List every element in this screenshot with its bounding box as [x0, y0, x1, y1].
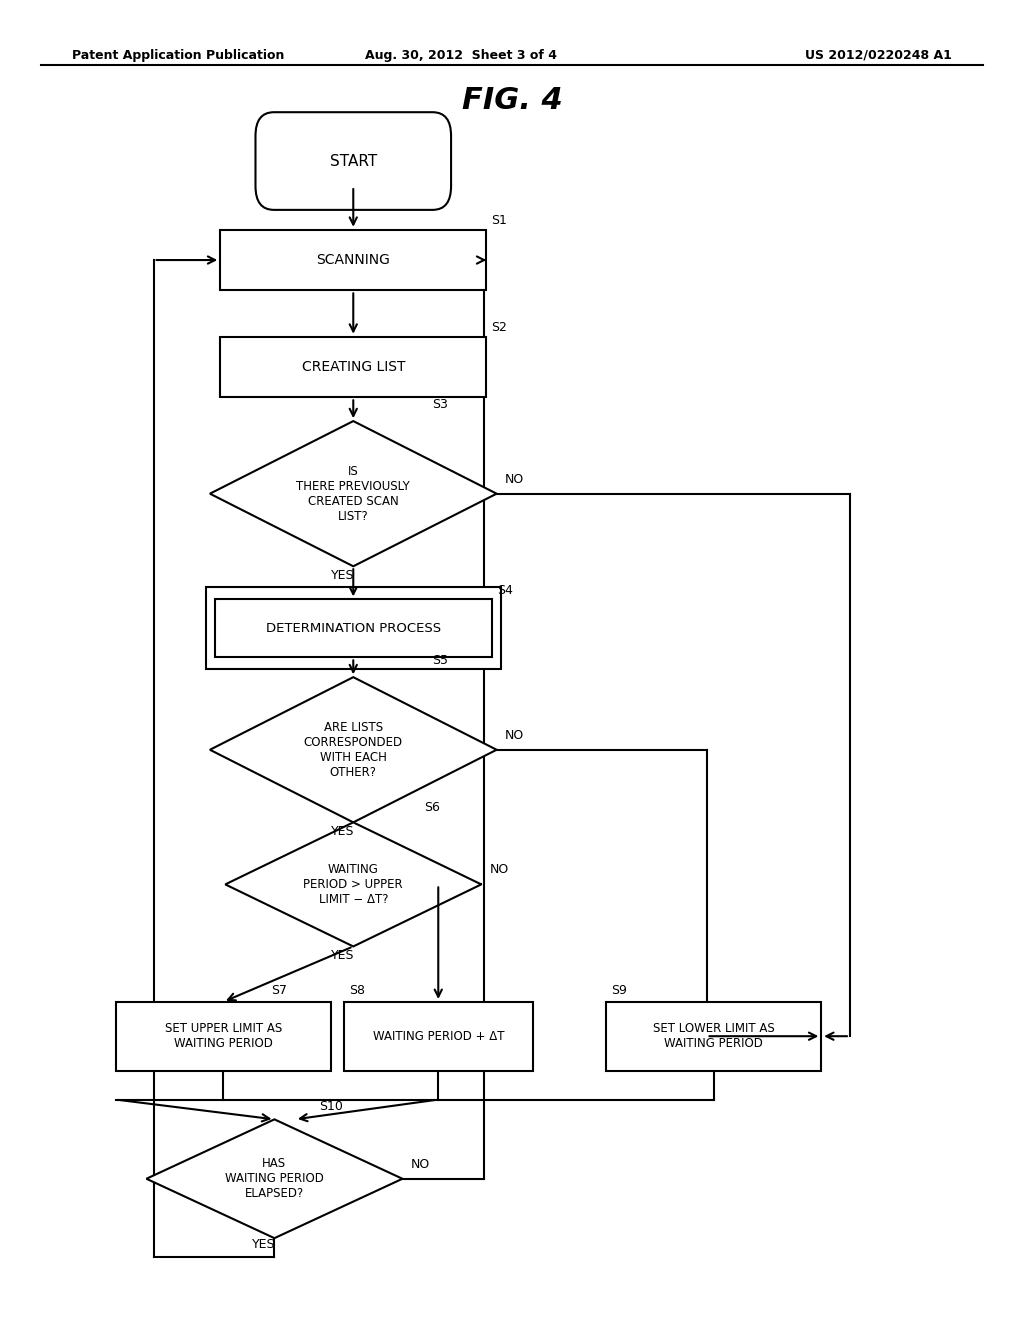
Bar: [220, 230, 486, 290]
Text: NO: NO: [411, 1158, 430, 1171]
Text: CREATING LIST: CREATING LIST: [301, 360, 406, 374]
Text: S7: S7: [271, 983, 288, 997]
Text: NO: NO: [489, 863, 509, 876]
Text: S4: S4: [497, 583, 513, 597]
Text: FIG. 4: FIG. 4: [462, 86, 562, 115]
Polygon shape: [210, 421, 497, 566]
Text: SET UPPER LIMIT AS
WAITING PERIOD: SET UPPER LIMIT AS WAITING PERIOD: [165, 1022, 282, 1051]
Text: WAITING
PERIOD > UPPER
LIMIT − ΔT?: WAITING PERIOD > UPPER LIMIT − ΔT?: [303, 863, 403, 906]
Text: ARE LISTS
CORRESPONDED
WITH EACH
OTHER?: ARE LISTS CORRESPONDED WITH EACH OTHER?: [304, 721, 402, 779]
Bar: [606, 1002, 821, 1071]
Text: Patent Application Publication: Patent Application Publication: [72, 49, 284, 62]
Text: NO: NO: [505, 473, 524, 486]
Polygon shape: [210, 677, 497, 822]
Text: START: START: [330, 153, 377, 169]
Bar: [220, 337, 486, 397]
Bar: [206, 587, 501, 669]
Text: SET LOWER LIMIT AS
WAITING PERIOD: SET LOWER LIMIT AS WAITING PERIOD: [653, 1022, 774, 1051]
Text: YES: YES: [332, 569, 354, 582]
Text: YES: YES: [332, 825, 354, 838]
Text: WAITING PERIOD + ΔT: WAITING PERIOD + ΔT: [373, 1030, 504, 1043]
Bar: [344, 1002, 532, 1071]
Text: US 2012/0220248 A1: US 2012/0220248 A1: [806, 49, 952, 62]
Text: YES: YES: [332, 949, 354, 962]
Text: S1: S1: [492, 214, 508, 227]
Text: HAS
WAITING PERIOD
ELAPSED?: HAS WAITING PERIOD ELAPSED?: [225, 1158, 324, 1200]
Text: S9: S9: [611, 983, 628, 997]
Text: S5: S5: [432, 653, 449, 667]
Polygon shape: [146, 1119, 402, 1238]
Text: S8: S8: [348, 983, 365, 997]
Text: S3: S3: [432, 397, 449, 411]
Text: S10: S10: [319, 1100, 343, 1113]
Text: SCANNING: SCANNING: [316, 253, 390, 267]
Bar: [116, 1002, 331, 1071]
Text: IS
THERE PREVIOUSLY
CREATED SCAN
LIST?: IS THERE PREVIOUSLY CREATED SCAN LIST?: [296, 465, 411, 523]
Bar: [215, 599, 492, 657]
FancyBboxPatch shape: [255, 112, 451, 210]
Text: Aug. 30, 2012  Sheet 3 of 4: Aug. 30, 2012 Sheet 3 of 4: [365, 49, 557, 62]
Text: DETERMINATION PROCESS: DETERMINATION PROCESS: [265, 622, 441, 635]
Polygon shape: [225, 822, 481, 946]
Text: S2: S2: [492, 321, 508, 334]
Text: S6: S6: [424, 801, 439, 814]
Text: YES: YES: [253, 1238, 275, 1251]
Text: NO: NO: [505, 729, 524, 742]
